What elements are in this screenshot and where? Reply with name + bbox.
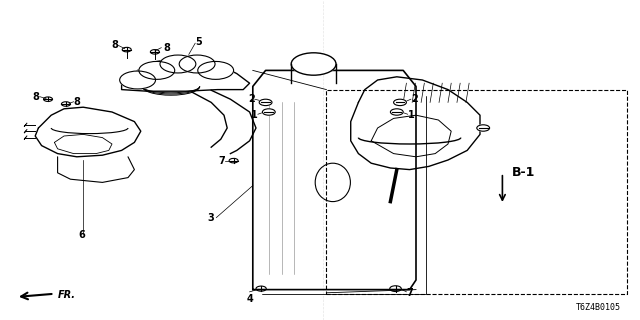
Circle shape [139, 61, 175, 79]
Text: 8: 8 [33, 92, 40, 102]
Text: 6: 6 [79, 230, 85, 240]
Text: 8: 8 [74, 97, 81, 107]
Circle shape [477, 125, 490, 131]
Circle shape [262, 109, 275, 115]
Text: 4: 4 [246, 294, 253, 304]
Text: 5: 5 [195, 36, 202, 47]
Circle shape [160, 55, 196, 73]
Text: 2: 2 [411, 94, 418, 104]
Circle shape [291, 53, 336, 75]
Text: 8: 8 [111, 40, 118, 51]
Circle shape [179, 55, 215, 73]
Text: 7: 7 [406, 288, 413, 298]
Text: FR.: FR. [58, 290, 76, 300]
Circle shape [120, 71, 156, 89]
Text: 3: 3 [208, 212, 214, 223]
Text: 8: 8 [163, 43, 170, 53]
Text: T6Z4B0105: T6Z4B0105 [576, 303, 621, 312]
Text: 1: 1 [251, 110, 258, 120]
Circle shape [198, 61, 234, 79]
Circle shape [390, 109, 403, 115]
Circle shape [259, 99, 272, 106]
Text: B-1: B-1 [512, 166, 536, 179]
Circle shape [394, 99, 406, 106]
Text: 2: 2 [248, 94, 255, 104]
Text: 1: 1 [408, 110, 415, 120]
Text: 7: 7 [218, 156, 225, 166]
